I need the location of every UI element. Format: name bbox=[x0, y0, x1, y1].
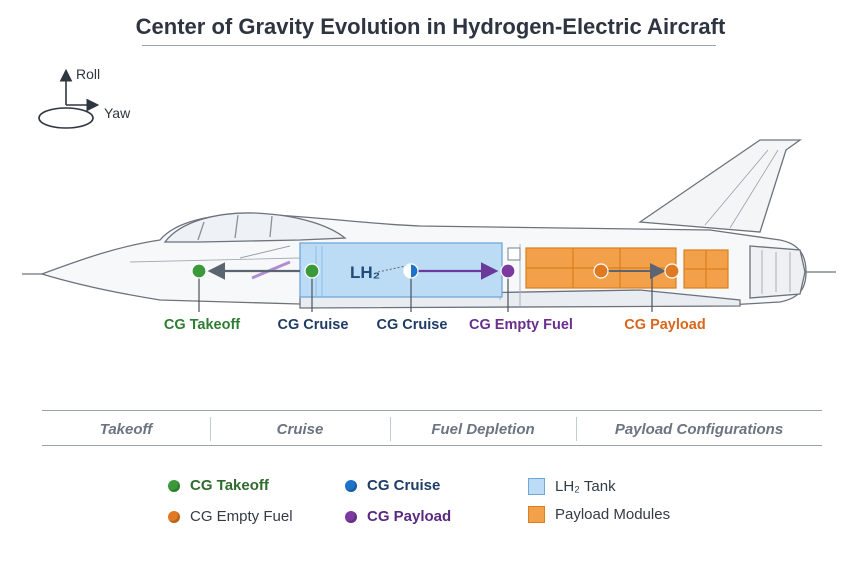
legend-label: CG Payload bbox=[367, 508, 452, 525]
cg-cruise-label-1: CG Cruise bbox=[278, 317, 349, 333]
cg-payload-marker bbox=[664, 263, 680, 279]
legend-label: CG Cruise bbox=[367, 477, 441, 494]
cg-leader-lines bbox=[198, 277, 653, 312]
axes-indicator bbox=[38, 68, 100, 129]
cg-dashed-link bbox=[377, 264, 411, 273]
purple-dot-icon bbox=[345, 510, 357, 523]
engine-nozzle bbox=[749, 245, 806, 299]
cg-cruise-label-2: CG Cruise bbox=[377, 317, 448, 333]
legend-label: Payload Modules bbox=[555, 506, 671, 523]
legend-label: CG Empty Fuel bbox=[190, 508, 293, 525]
legend-item-lh2-tank: LH₂ Tank bbox=[528, 478, 616, 495]
lh2-tank-label: LH₂ bbox=[350, 263, 380, 282]
cg-takeoff-marker bbox=[191, 263, 207, 279]
yaw-rotation-icon bbox=[38, 107, 94, 129]
legend-label: LH₂ Tank bbox=[555, 478, 616, 495]
phase-divider bbox=[390, 417, 391, 441]
payload-modules bbox=[525, 247, 729, 289]
flight-phase-bar: Takeoff Cruise Fuel Depletion Payload Co… bbox=[42, 410, 822, 446]
diagram-title: Center of Gravity Evolution in Hydrogen-… bbox=[135, 14, 726, 39]
cg-empty-fuel-marker bbox=[500, 263, 516, 279]
phase-divider bbox=[576, 417, 577, 441]
phase-cruise: Cruise bbox=[276, 421, 324, 438]
yaw-label: Yaw bbox=[104, 105, 131, 121]
cg-takeoff-label: CG Takeoff bbox=[164, 317, 240, 333]
legend-label: CG Takeoff bbox=[190, 477, 269, 494]
cg-empty-fuel-label: CG Empty Fuel bbox=[469, 317, 573, 333]
cg-cruise-green-marker bbox=[304, 263, 320, 279]
blue-square-icon bbox=[528, 478, 545, 495]
orange-square-icon bbox=[528, 506, 545, 523]
tail-fin bbox=[638, 139, 803, 233]
cg-payload-label: CG Payload bbox=[624, 317, 705, 333]
legend-item-cg-cruise: CG Cruise bbox=[345, 477, 440, 494]
phase-fuel-depletion: Fuel Depletion bbox=[431, 421, 535, 438]
legend-item-cg-empty-fuel: CG Empty Fuel bbox=[168, 508, 293, 525]
blue-dot-icon bbox=[345, 479, 357, 492]
phase-payload-configurations: Payload Configurations bbox=[614, 421, 784, 438]
phase-divider bbox=[210, 417, 211, 441]
legend-item-payload-modules: Payload Modules bbox=[528, 506, 670, 523]
title-underline bbox=[142, 45, 716, 46]
legend-item-cg-takeoff: CG Takeoff bbox=[168, 477, 269, 494]
canopy bbox=[163, 212, 347, 243]
roll-label: Roll bbox=[76, 66, 100, 82]
phase-takeoff: Takeoff bbox=[99, 421, 153, 438]
orange-dot-icon bbox=[168, 510, 180, 523]
legend-item-cg-payload: CG Payload bbox=[345, 508, 451, 525]
small-bay bbox=[507, 247, 521, 261]
cg-cruise-half-icon bbox=[404, 264, 411, 278]
green-dot-icon bbox=[168, 479, 180, 492]
cg-payload-mid-marker bbox=[593, 263, 609, 279]
